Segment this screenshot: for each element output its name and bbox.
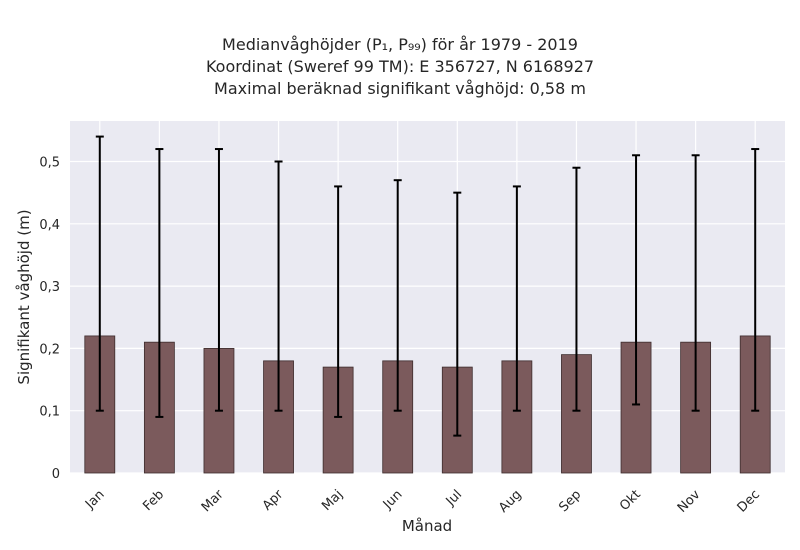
y-axis-label: Signifikant våghöjd (m) [15,209,33,384]
x-tick-label: Dec [735,487,763,515]
error-bars [95,135,760,437]
x-tick-label: Jan [82,487,107,512]
x-tick-label: Feb [140,487,167,514]
x-tick-label: Okt [617,487,644,514]
x-tick-label: Jul [443,487,465,509]
plot-area [70,121,785,473]
x-tick-label: Apr [260,487,287,514]
x-tick-label: Jun [380,487,406,513]
x-axis-label: Månad [402,517,452,535]
x-tick-label: Mar [199,487,227,515]
chart-title-line-2: Koordinat (Sweref 99 TM): E 356727, N 61… [205,57,595,76]
x-tick-label: Nov [675,487,704,516]
x-tick-label: Aug [496,487,525,516]
y-tick-label: 0,5 [39,155,60,170]
y-tick-label: 0 [52,467,60,482]
x-tick-label: Sep [556,487,584,515]
x-tick-label: Maj [319,487,346,514]
y-ticks: 0 0,1 0,2 0,3 0,4 0,5 [39,155,60,482]
x-ticks: Jan Feb Mar Apr Maj Jun Jul Aug Sep Okt Nov Dec [82,487,763,516]
y-tick-label: 0,1 [39,405,60,420]
y-tick-label: 0,2 [39,342,60,357]
y-tick-label: 0,4 [39,218,60,233]
chart-title-line-1: Medianvåghöjder (P₁, P₉₉) för år 1979 - … [222,35,578,54]
chart-title-line-3: Maximal beräknad signifikant våghöjd: 0,… [214,79,586,98]
y-tick-label: 0,3 [39,280,60,295]
